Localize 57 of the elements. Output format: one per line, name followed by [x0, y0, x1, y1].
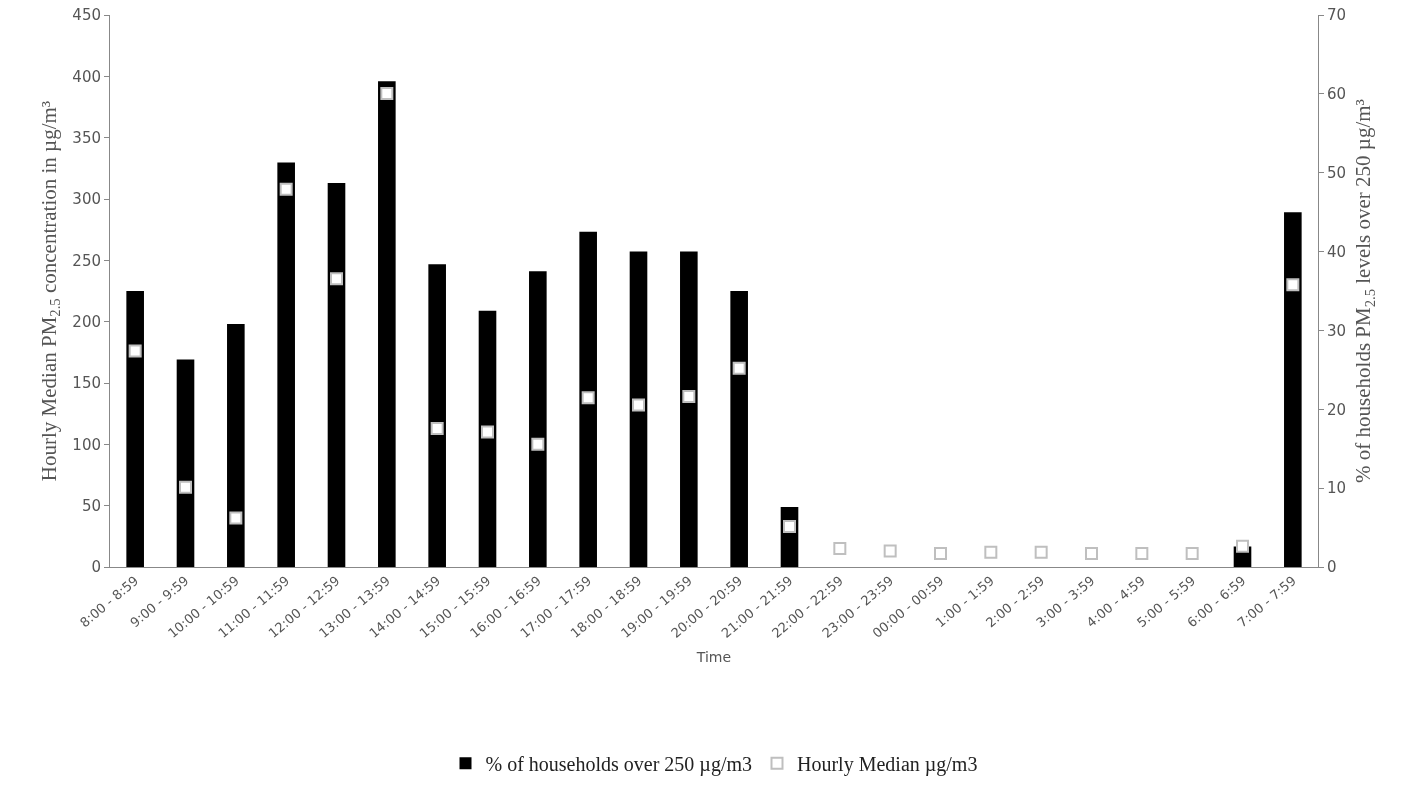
bar [1284, 212, 1302, 567]
point [128, 344, 142, 358]
bar [227, 324, 245, 567]
legend-label: Hourly Median µg/m3 [797, 752, 978, 776]
point [531, 437, 545, 451]
point [380, 87, 394, 101]
point [279, 182, 293, 196]
bar [126, 291, 144, 567]
y-tick-label: 350 [72, 128, 101, 147]
bar [478, 310, 497, 567]
y2-tick-label: 0 [1327, 558, 1337, 577]
y-tick-label: 100 [72, 435, 101, 454]
point [1185, 547, 1199, 561]
y-tick-label: 150 [72, 374, 101, 393]
bar [680, 251, 698, 567]
point [229, 511, 243, 525]
point [984, 545, 998, 559]
point [883, 544, 897, 558]
y-tick-label: 50 [81, 496, 101, 515]
y2-tick-label: 10 [1327, 479, 1347, 498]
point [330, 272, 343, 286]
y-tick-label: 450 [72, 6, 101, 25]
bar [327, 182, 346, 567]
point [632, 398, 645, 412]
bar [378, 81, 396, 567]
bar [579, 231, 597, 567]
y2-tick-label: 70 [1327, 6, 1347, 25]
point [732, 361, 746, 375]
y2-tick-label: 20 [1327, 400, 1347, 419]
bar [730, 291, 748, 567]
bar [428, 264, 446, 567]
point [682, 389, 696, 403]
point [1236, 539, 1249, 553]
legend-label: % of households over 250 µg/m3 [485, 752, 752, 776]
y-tick-label: 0 [91, 558, 101, 577]
point [1286, 278, 1300, 292]
y-tick-label: 200 [72, 312, 101, 331]
x-axis-title: Time [695, 649, 732, 666]
bar [529, 271, 547, 567]
y2-tick-label: 60 [1327, 85, 1347, 104]
y2-tick-label: 50 [1327, 163, 1347, 182]
bar [176, 359, 195, 567]
y2-tick-label: 40 [1327, 242, 1347, 261]
point [179, 480, 192, 494]
point [783, 520, 796, 534]
y2-tick-label: 30 [1327, 321, 1347, 340]
bar [277, 162, 295, 567]
bar [629, 251, 648, 567]
point [581, 391, 595, 405]
point [430, 421, 444, 435]
y-tick-label: 250 [72, 251, 101, 270]
y-tick-label: 300 [72, 190, 101, 209]
point [833, 542, 847, 556]
point [1135, 547, 1149, 561]
y-tick-label: 400 [72, 67, 101, 86]
point [1034, 545, 1048, 559]
point [481, 425, 494, 439]
